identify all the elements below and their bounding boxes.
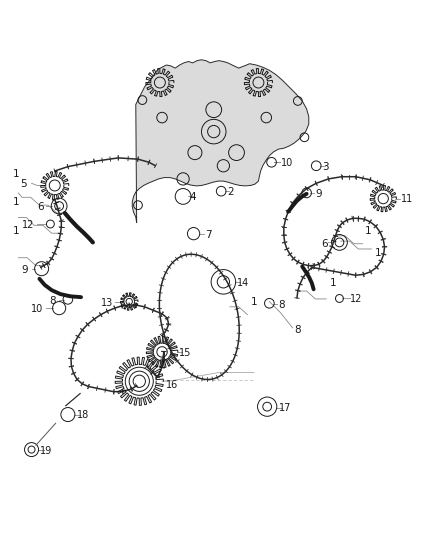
Text: 2: 2 xyxy=(227,187,233,197)
Polygon shape xyxy=(132,60,309,223)
Text: 6: 6 xyxy=(37,202,44,212)
Text: 14: 14 xyxy=(237,278,250,288)
Text: 6: 6 xyxy=(321,239,328,249)
Text: 13: 13 xyxy=(101,298,113,308)
Text: 9: 9 xyxy=(22,264,28,274)
Text: 1: 1 xyxy=(329,278,336,288)
Text: 8: 8 xyxy=(49,296,56,305)
Text: 10: 10 xyxy=(281,158,293,168)
Text: 18: 18 xyxy=(77,410,89,421)
Text: 1: 1 xyxy=(374,248,381,259)
Text: 8: 8 xyxy=(278,300,285,310)
Text: 1: 1 xyxy=(13,197,20,207)
Text: 3: 3 xyxy=(322,161,328,172)
Text: 9: 9 xyxy=(315,189,322,199)
Text: 15: 15 xyxy=(179,348,191,358)
Text: 1: 1 xyxy=(365,225,372,236)
Text: 12: 12 xyxy=(350,294,363,304)
Text: 1: 1 xyxy=(13,225,20,236)
Text: 19: 19 xyxy=(40,446,53,456)
Text: 4: 4 xyxy=(189,192,196,203)
Text: 1: 1 xyxy=(251,297,257,308)
Text: 12: 12 xyxy=(22,220,34,230)
Text: 17: 17 xyxy=(279,403,292,413)
Text: 8: 8 xyxy=(294,325,301,335)
Text: 7: 7 xyxy=(205,230,212,239)
Text: 11: 11 xyxy=(401,195,413,205)
Text: 16: 16 xyxy=(166,379,178,390)
Text: 5: 5 xyxy=(21,179,27,189)
Text: 10: 10 xyxy=(31,304,43,314)
Text: 1: 1 xyxy=(13,168,20,179)
